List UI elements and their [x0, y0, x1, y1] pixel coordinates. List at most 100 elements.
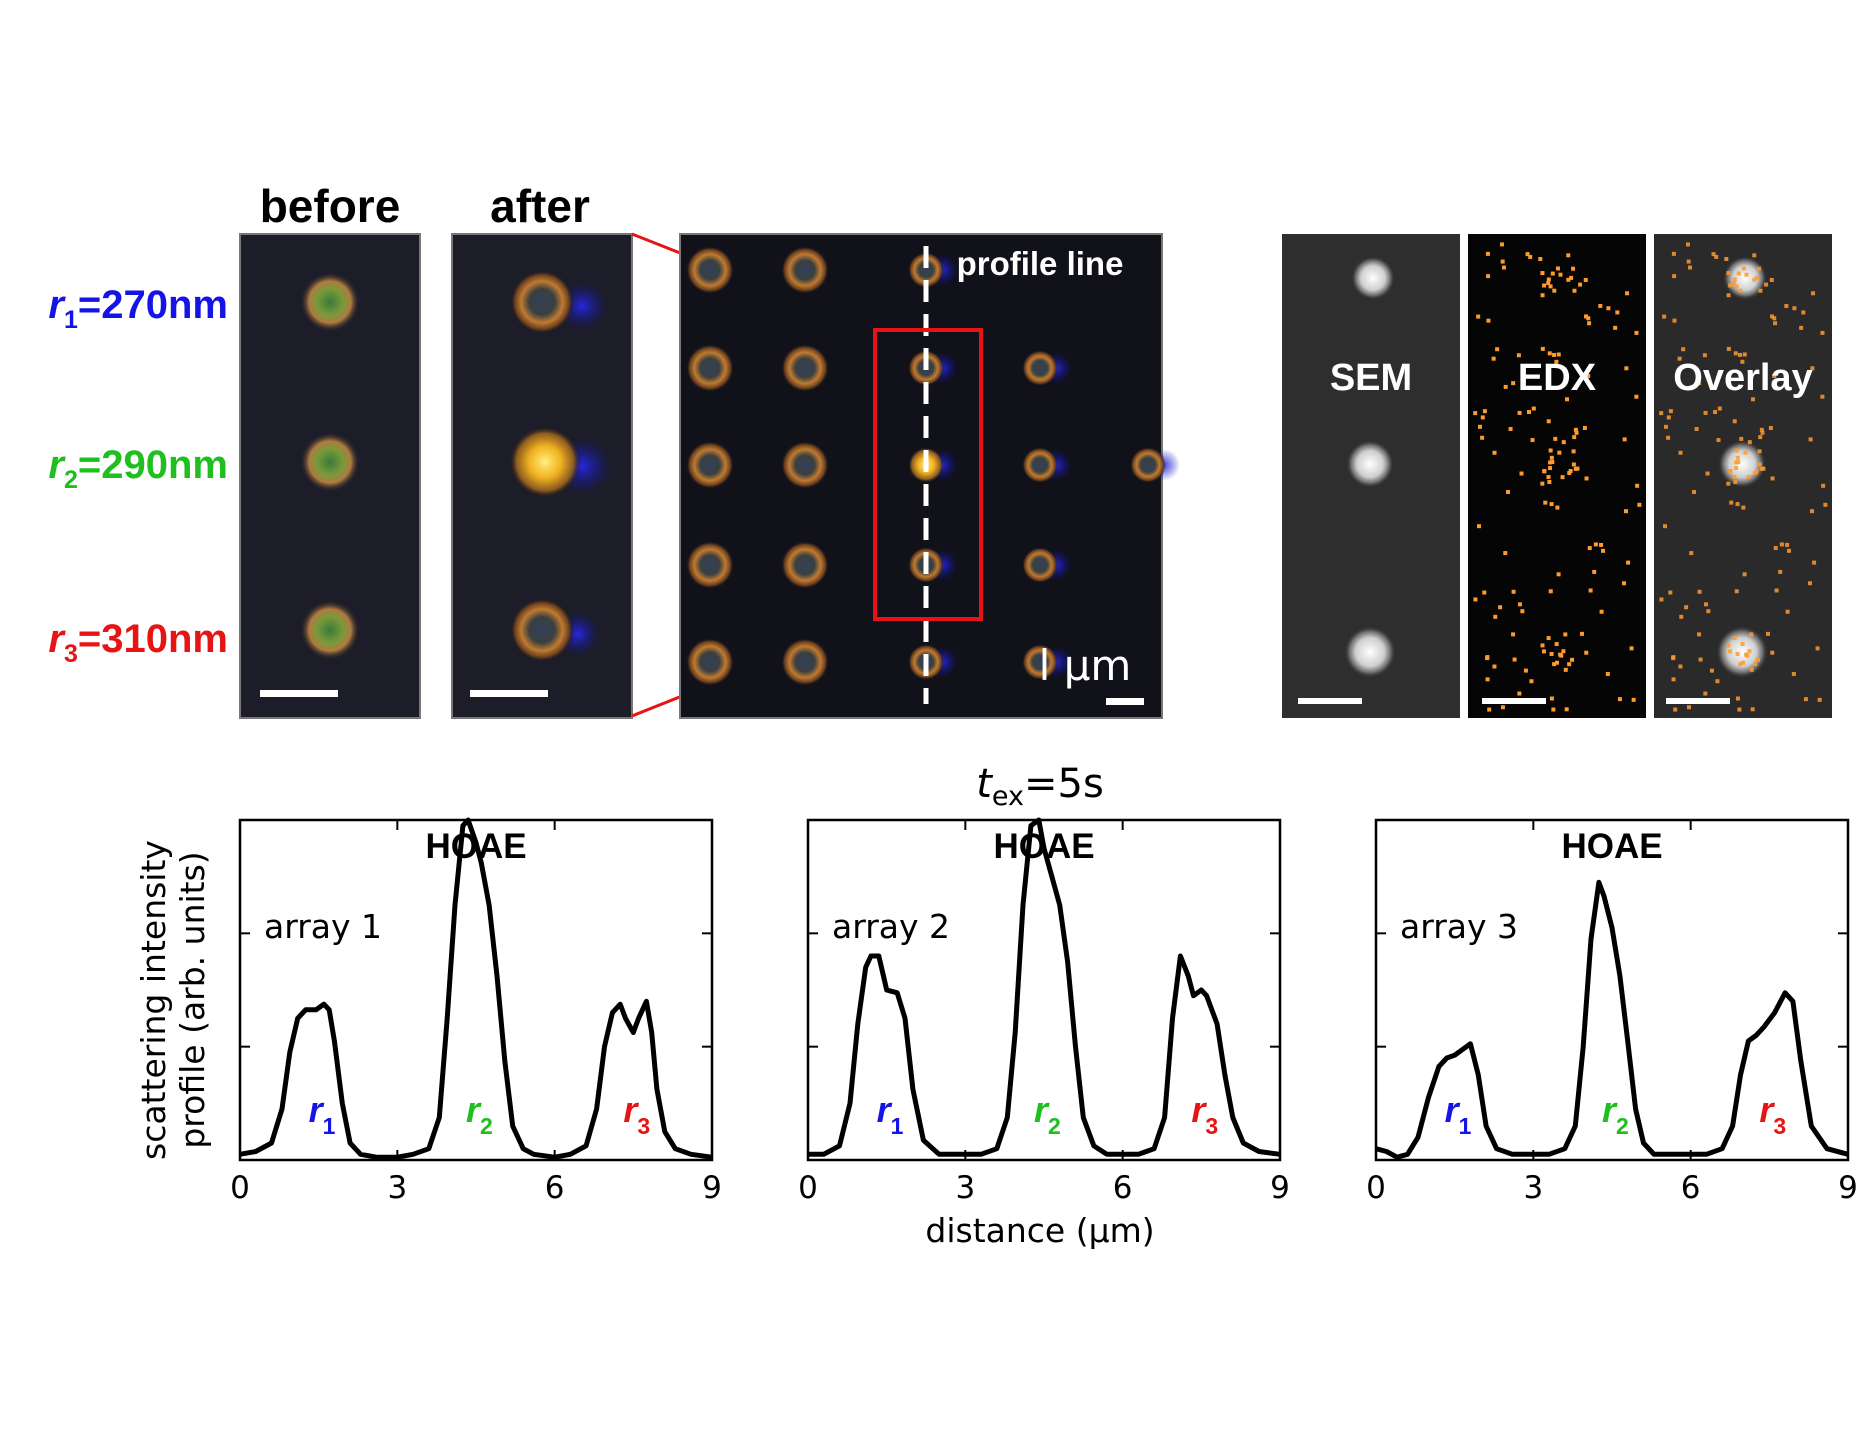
edx-speck: [1584, 314, 1589, 319]
overlay-speck: [1742, 352, 1747, 357]
edx-speck: [1473, 411, 1478, 416]
overlay-speck: [1774, 588, 1779, 593]
edx-speck: [1550, 271, 1555, 276]
edx-speck: [1540, 293, 1545, 298]
peak-label: r3: [1759, 1089, 1786, 1139]
array-dot: [781, 246, 829, 294]
edx-speck: [1549, 651, 1554, 656]
edx-speck: [1558, 652, 1563, 657]
overlay-speck: [1732, 419, 1737, 424]
overlay-speck: [1744, 272, 1749, 277]
overlay-speck: [1749, 667, 1754, 672]
overlay-speck: [1709, 668, 1714, 673]
before-header: before: [260, 180, 401, 232]
overlay-speck: [1757, 462, 1762, 467]
edx-speck: [1584, 476, 1589, 481]
overlay-speck: [1734, 589, 1739, 594]
overlay-speck: [1758, 288, 1763, 293]
edx-speck: [1567, 662, 1572, 667]
edx-speck: [1566, 277, 1571, 282]
edx-speck: [1495, 347, 1500, 352]
overlay-speck: [1724, 257, 1729, 262]
overlay-speck: [1773, 321, 1778, 326]
peak-sub: 1: [891, 1113, 904, 1139]
edx-speck: [1482, 590, 1487, 595]
edx-speck: [1561, 440, 1566, 445]
overlay-speck: [1770, 650, 1775, 655]
edx-speck: [1511, 381, 1516, 386]
profile-series-line: [239, 817, 713, 1160]
overlay-speck: [1778, 569, 1783, 574]
profile-series-line: [808, 817, 1281, 1157]
peak-label: r3: [623, 1089, 650, 1139]
edx-speck: [1571, 449, 1576, 454]
edx-speck: [1554, 660, 1559, 665]
overlay-speck: [1754, 468, 1759, 473]
edx-speck: [1527, 410, 1532, 415]
overlay-speck: [1737, 707, 1742, 712]
edx-speck: [1561, 649, 1566, 654]
edx-speck: [1599, 609, 1604, 614]
x-tick-label: 9: [1838, 1170, 1858, 1206]
array-dot: [908, 252, 944, 288]
edx-speck: [1549, 455, 1554, 460]
overlay-speck: [1750, 707, 1755, 712]
overlay-speck: [1662, 314, 1667, 319]
overlay-speck: [1697, 632, 1702, 637]
overlay-speck: [1764, 282, 1769, 287]
edx-speck: [1579, 631, 1584, 636]
overlay-speck: [1703, 691, 1708, 696]
scale-bar: [1666, 698, 1730, 704]
overlay-speck: [1726, 481, 1731, 486]
overlay-speck: [1732, 475, 1737, 480]
edx-speck: [1519, 471, 1524, 476]
overlay-speck: [1761, 466, 1766, 471]
overlay-speck: [1714, 254, 1719, 259]
overlay-speck: [1770, 314, 1775, 319]
overlay-speck: [1735, 502, 1740, 507]
overlay-speck: [1666, 415, 1671, 420]
edx-speck: [1554, 359, 1559, 364]
edx-speck: [1543, 500, 1548, 505]
x-tick-label: 3: [955, 1170, 975, 1206]
profile-line-label: profile line: [957, 245, 1124, 282]
overlay-speck: [1668, 590, 1673, 595]
after-image: [451, 233, 633, 719]
peak-sub: 3: [1773, 1113, 1786, 1139]
edx-speck: [1540, 481, 1545, 486]
edx-speck: [1547, 351, 1552, 356]
x-tick-label: 6: [1113, 1170, 1133, 1206]
overlay-speck: [1765, 631, 1770, 636]
edx-speck: [1516, 353, 1521, 358]
edx-speck: [1531, 406, 1536, 411]
radius-symbol: r: [48, 617, 66, 661]
overlay-panel: Overlay: [1654, 234, 1832, 718]
x-tick-label: 9: [702, 1170, 722, 1206]
peak-symbol: r: [1034, 1089, 1050, 1130]
overlay-speck: [1769, 277, 1774, 282]
array-label: array 1: [264, 907, 382, 946]
edx-speck: [1560, 475, 1565, 480]
edx-speck: [1566, 253, 1571, 258]
edx-speck: [1523, 668, 1528, 673]
scale-bar: [1482, 698, 1546, 704]
array-dot: [1022, 547, 1058, 583]
overlay-speck: [1772, 373, 1777, 378]
edx-speck: [1569, 275, 1574, 280]
edx-speck: [1637, 502, 1642, 507]
overlay-speck: [1686, 259, 1691, 264]
overlay-speck: [1732, 636, 1737, 641]
sem-label: SEM: [1330, 357, 1412, 399]
overlay-speck: [1801, 310, 1806, 315]
overlay-speck: [1663, 524, 1668, 529]
overlay-speck: [1808, 581, 1813, 586]
edx-speck: [1564, 707, 1569, 712]
edx-speck: [1500, 705, 1505, 710]
edx-speck: [1625, 291, 1630, 296]
edx-speck: [1485, 656, 1490, 661]
peak-sub: 3: [1205, 1113, 1218, 1139]
overlay-speck: [1732, 281, 1737, 286]
overlay-speck: [1773, 546, 1778, 551]
peak-sub: 2: [1616, 1113, 1629, 1139]
